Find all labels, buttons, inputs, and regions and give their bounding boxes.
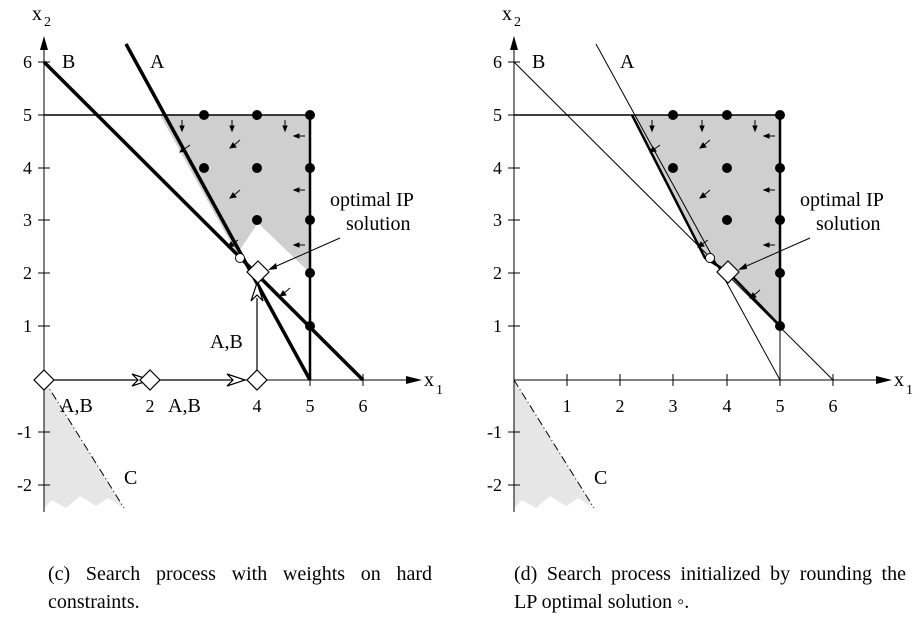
y-tick-label: -2 xyxy=(487,475,502,495)
y-tick-label: 3 xyxy=(493,210,502,230)
y-tick-label: 2 xyxy=(493,263,502,283)
y-tick-label: -1 xyxy=(487,422,502,442)
direction-arrows xyxy=(179,120,305,297)
integer-point xyxy=(305,110,315,120)
integer-point xyxy=(668,163,678,173)
y-tick-label: 1 xyxy=(23,316,32,336)
integer-point xyxy=(775,163,785,173)
line-a xyxy=(124,43,312,381)
direction-arrows xyxy=(649,120,775,299)
y-tick-label: 5 xyxy=(23,105,32,125)
x-axis-arrowhead xyxy=(876,376,892,384)
annotation-line-1: optimal IP xyxy=(800,189,884,211)
y-axis-arrowhead xyxy=(510,36,518,50)
integer-point xyxy=(305,268,315,278)
integer-point xyxy=(775,215,785,225)
search-state-diamond xyxy=(33,369,55,391)
integer-point xyxy=(305,215,315,225)
x-tick-label: 2 xyxy=(616,396,625,416)
y-axis-arrowhead xyxy=(40,36,48,50)
y-tick-label: -1 xyxy=(17,422,32,442)
step-label: A,B xyxy=(210,331,243,353)
annotation-pointer xyxy=(271,237,341,269)
x-tick-label: 2 xyxy=(146,396,155,416)
y-tick-label: 2 xyxy=(23,263,32,283)
annotation-line-2: solution xyxy=(816,213,880,235)
label-line-a: A xyxy=(620,51,635,73)
line-a xyxy=(595,43,781,381)
x-tick-label: 1 xyxy=(563,396,572,416)
y-tick-label: 4 xyxy=(23,158,32,178)
integer-point xyxy=(722,110,732,120)
line-c xyxy=(513,379,595,509)
label-line-a: A xyxy=(150,51,165,73)
y-tick-label: -2 xyxy=(17,475,32,495)
annotation-line-2: solution xyxy=(346,213,410,235)
integer-point xyxy=(722,215,732,225)
step-label: A,B xyxy=(60,395,93,417)
y-tick-label: 1 xyxy=(493,316,502,336)
integer-point xyxy=(252,110,262,120)
label-line-b: B xyxy=(62,51,75,73)
line-b xyxy=(42,60,365,382)
x-tick-label: 6 xyxy=(359,396,368,416)
y-tick-label: 5 xyxy=(493,105,502,125)
ip-optimum-diamond xyxy=(246,260,270,284)
label-line-b: B xyxy=(532,51,545,73)
lp-optimum-marker xyxy=(705,253,715,263)
y-tick-label: 3 xyxy=(23,210,32,230)
integer-point xyxy=(305,321,315,331)
search-state-diamond xyxy=(246,369,268,391)
caption-c: (c) Search process with weights on hard … xyxy=(48,563,432,613)
annotation-pointer xyxy=(741,237,811,269)
feasible-integer-points xyxy=(199,110,315,331)
x-tick-label: 5 xyxy=(776,396,785,416)
x-tick-label: 3 xyxy=(669,396,678,416)
ip-optimum-diamond xyxy=(716,260,740,284)
integer-point xyxy=(775,268,785,278)
line-c xyxy=(43,379,125,509)
y-tick-label: 6 xyxy=(23,52,32,72)
feasible-integer-points xyxy=(668,110,785,331)
x-tick-label: 6 xyxy=(829,396,838,416)
integer-point xyxy=(252,163,262,173)
y-tick-label: 6 xyxy=(493,52,502,72)
integer-point xyxy=(775,110,785,120)
integer-point xyxy=(252,215,262,225)
annotation-line-1: optimal IP xyxy=(330,189,414,211)
caption-d: (d) Search process initialized by roundi… xyxy=(514,563,906,613)
integer-point xyxy=(722,163,732,173)
label-line-c: C xyxy=(124,467,137,489)
y-tick-label: 4 xyxy=(493,158,502,178)
lp-optimum-marker xyxy=(235,253,245,263)
integer-point xyxy=(668,110,678,120)
step-label: A,B xyxy=(168,395,201,417)
integer-point xyxy=(775,321,785,331)
integer-point xyxy=(305,163,315,173)
x-tick-label: 4 xyxy=(723,396,732,416)
search-state-diamond xyxy=(139,369,161,391)
x-tick-label: 5 xyxy=(306,396,315,416)
label-line-c: C xyxy=(594,467,607,489)
integer-point xyxy=(199,110,209,120)
x-axis-arrowhead xyxy=(406,376,422,384)
line-b xyxy=(513,61,834,381)
x-tick-label: 4 xyxy=(253,396,262,416)
integer-point xyxy=(199,163,209,173)
